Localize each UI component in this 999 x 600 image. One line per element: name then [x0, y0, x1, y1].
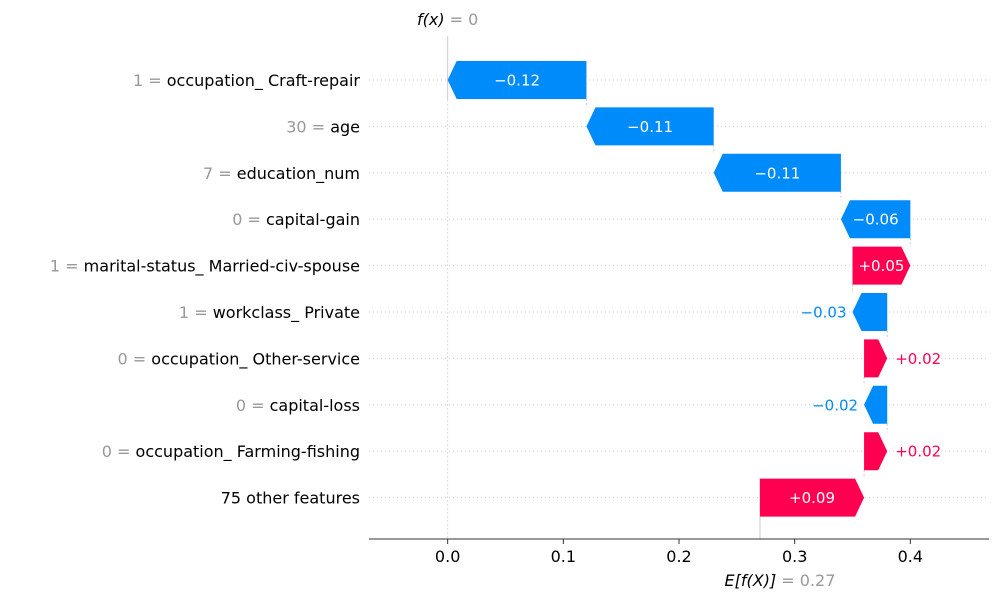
- feature-label: 1 = workclass_ Private: [179, 303, 360, 323]
- negative-bar: [852, 293, 888, 331]
- feature-name: capital-loss: [270, 396, 360, 415]
- output-value-label: f(x) = 0: [417, 10, 478, 29]
- feature-name: workclass_ Private: [213, 303, 360, 323]
- bar-value-label: +0.02: [895, 443, 941, 461]
- negative-bar: [840, 200, 911, 239]
- feature-label: 1 = marital-status_ Married-civ-spouse: [50, 257, 360, 277]
- bar-value-label: +0.05: [858, 257, 904, 275]
- positive-bar: [759, 478, 865, 517]
- feature-labels: 1 = occupation_ Craft-repair 30 = age 7 = …: [50, 71, 361, 508]
- feature-name: age: [330, 117, 360, 136]
- feature-name: 75 other features: [221, 489, 360, 508]
- feature-label: 0 = capital-gain: [232, 210, 360, 229]
- feature-label: 7 = education_num: [203, 164, 360, 184]
- feature-name: education_num: [237, 164, 360, 184]
- x-tick-label: 0.4: [898, 547, 923, 566]
- feature-name: capital-gain: [266, 210, 360, 229]
- x-tick-label: 0.0: [435, 547, 460, 566]
- feature-value: 7 =: [203, 164, 237, 183]
- feature-label: 0 = occupation_ Other-service: [118, 349, 360, 369]
- negative-bar: [586, 107, 714, 146]
- feature-value: 30 =: [286, 117, 330, 136]
- bar-value-label: −0.11: [627, 118, 673, 136]
- base-value-label: E[f(X)] = 0.27: [725, 571, 836, 590]
- feature-label: 0 = capital-loss: [236, 396, 360, 415]
- feature-name: occupation_ Craft-repair: [167, 71, 361, 91]
- positive-bar: [864, 432, 888, 471]
- feature-name: occupation_ Farming-fishing: [136, 442, 360, 462]
- bar-value-label: −0.11: [754, 164, 800, 182]
- feature-label: 0 = occupation_ Farming-fishing: [102, 442, 360, 462]
- bar-value-label: +0.09: [789, 489, 835, 507]
- base-value-number: = 0.27: [776, 571, 835, 590]
- feature-name: marital-status_ Married-civ-spouse: [84, 257, 360, 277]
- x-tick-label: 0.1: [551, 547, 576, 566]
- feature-label: 75 other features: [221, 489, 360, 508]
- feature-label: 30 = age: [286, 117, 360, 136]
- base-value-expression: E[f(X)]: [725, 571, 777, 590]
- feature-value: 1 =: [133, 71, 167, 90]
- negative-bar: [713, 153, 841, 192]
- positive-bar: [852, 246, 911, 285]
- output-value-expression: f(x): [417, 10, 445, 29]
- feature-value: 0 =: [236, 396, 270, 415]
- output-value-number: = 0: [445, 10, 479, 29]
- feature-label: 1 = occupation_ Craft-repair: [133, 71, 360, 91]
- x-tick-label: 0.2: [666, 547, 691, 566]
- negative-bar: [864, 385, 888, 424]
- feature-value: 0 =: [118, 349, 152, 368]
- feature-value: 1 =: [179, 303, 213, 322]
- negative-bar: [447, 61, 587, 99]
- x-axis: 0.0 0.1 0.2 0.3 0.4: [369, 538, 989, 566]
- bar-value-label: +0.02: [895, 350, 941, 368]
- bar-value-label: −0.03: [801, 304, 847, 322]
- x-tick-label: 0.3: [782, 547, 807, 566]
- bar-value-label: −0.12: [494, 72, 540, 90]
- bar-value-label: −0.06: [853, 211, 899, 229]
- bar-value-label: −0.02: [812, 396, 858, 414]
- feature-value: 0 =: [102, 442, 136, 461]
- bars: −0.12 −0.11 −0.11 −0.06 +0.05 −0.03 +0.02 −0.02…: [447, 61, 941, 517]
- feature-value: 1 =: [50, 257, 84, 276]
- feature-value: 0 =: [232, 210, 266, 229]
- feature-name: occupation_ Other-service: [151, 349, 360, 369]
- positive-bar: [864, 339, 888, 378]
